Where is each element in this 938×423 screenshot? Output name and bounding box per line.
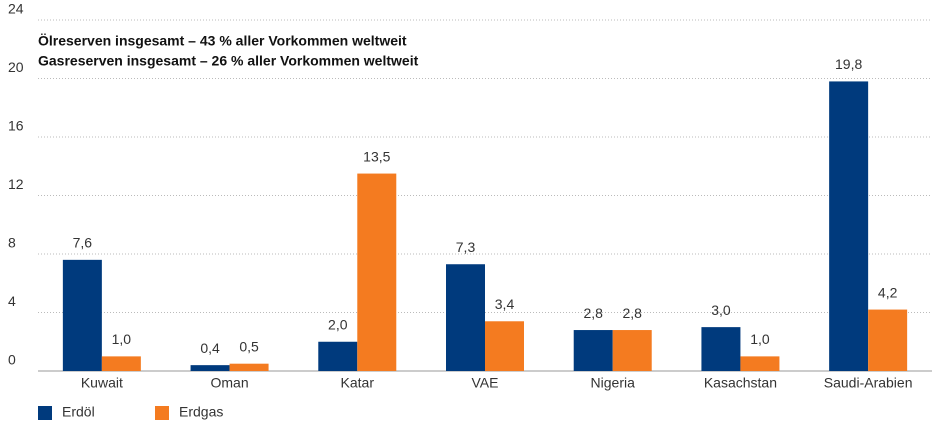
data-label: 0,4	[200, 340, 220, 356]
bar	[190, 365, 230, 371]
y-tick-label: 0	[8, 352, 16, 368]
bar	[229, 363, 269, 371]
legend-label: Erdöl	[62, 404, 95, 420]
y-tick-label: 12	[8, 176, 24, 192]
y-tick-label: 20	[8, 59, 24, 75]
x-tick-label: Oman	[211, 375, 249, 391]
data-label: 2,8	[622, 305, 642, 321]
data-label: 1,0	[112, 331, 132, 347]
data-label: 3,4	[495, 296, 515, 312]
bar	[612, 330, 652, 371]
bar	[740, 356, 780, 371]
x-tick-label: Katar	[341, 375, 375, 391]
bar	[357, 173, 397, 371]
bar	[485, 321, 524, 371]
y-tick-label: 8	[8, 235, 16, 251]
data-label: 0,5	[239, 338, 259, 354]
y-tick-label: 4	[8, 293, 16, 309]
x-tick-label: Kuwait	[81, 375, 123, 391]
data-label: 13,5	[363, 148, 390, 164]
bar	[573, 330, 613, 371]
bar	[62, 259, 102, 371]
x-tick-label: VAE	[472, 375, 499, 391]
bar	[868, 309, 908, 371]
x-tick-label: Nigeria	[591, 375, 636, 391]
legend-swatch	[38, 406, 52, 420]
y-tick-label: 16	[8, 118, 24, 134]
data-label: 19,8	[835, 56, 862, 72]
x-tick-label: Kasachstan	[704, 375, 777, 391]
data-label: 7,6	[73, 235, 93, 251]
legend-swatch	[155, 406, 169, 420]
y-tick-label: 24	[8, 1, 24, 17]
bar	[318, 341, 358, 371]
bar	[446, 264, 485, 371]
annotation: Ölreserven insgesamt – 43 % aller Vorkom…	[38, 33, 407, 49]
bar	[829, 81, 869, 372]
data-label: 2,8	[583, 305, 603, 321]
data-label: 1,0	[750, 331, 770, 347]
bar	[101, 356, 141, 371]
data-label: 3,0	[711, 302, 731, 318]
bar	[701, 327, 741, 371]
legend-label: Erdgas	[179, 404, 223, 420]
data-label: 4,2	[878, 284, 898, 300]
data-label: 7,3	[456, 239, 476, 255]
data-label: 2,0	[328, 316, 348, 332]
annotation: Gasreserven insgesamt – 26 % aller Vorko…	[38, 53, 419, 69]
x-tick-label: Saudi-Arabien	[824, 375, 913, 391]
